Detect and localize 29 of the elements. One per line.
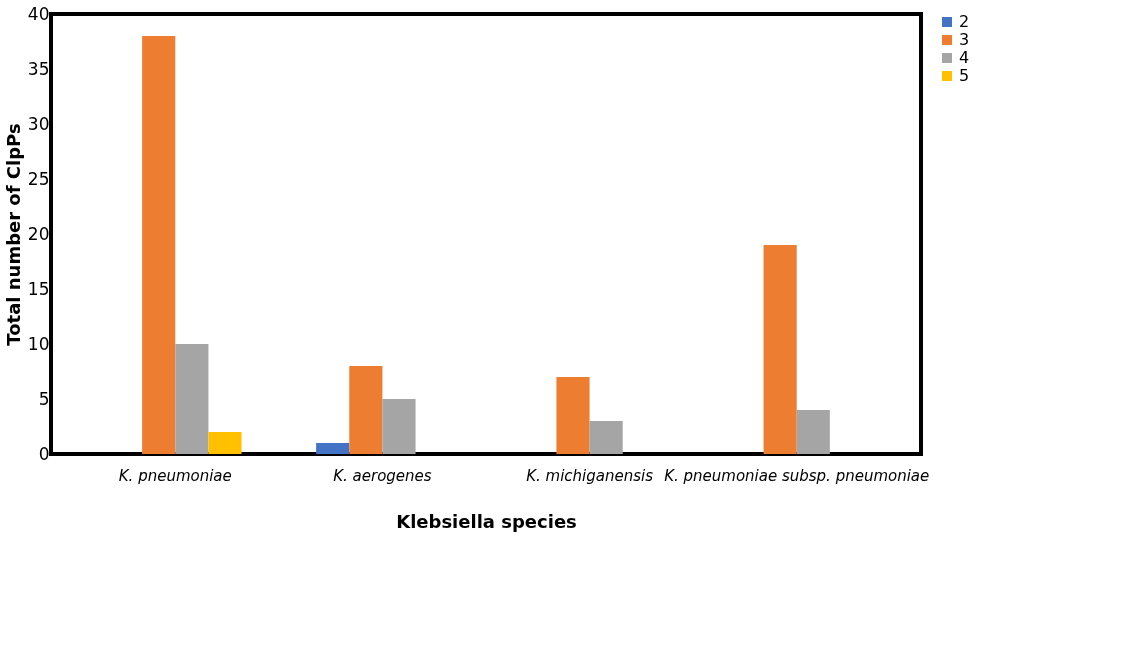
x-tick-label: K. pneumoniae subsp. pneumoniae bbox=[664, 466, 930, 485]
bar bbox=[763, 245, 797, 454]
y-axis-title: Total number of ClpPs bbox=[2, 123, 24, 346]
x-tick-label: K. michiganensis bbox=[526, 466, 654, 485]
bar bbox=[589, 421, 623, 454]
y-tick-label: 15 bbox=[27, 278, 50, 299]
bar bbox=[208, 432, 242, 454]
legend-label: 3 bbox=[959, 30, 970, 49]
legend-label: 5 bbox=[959, 66, 970, 85]
x-tick-label: K. aerogenes bbox=[333, 466, 432, 485]
y-tick-label: 30 bbox=[27, 113, 50, 134]
bar bbox=[382, 399, 416, 454]
y-tick-label: 10 bbox=[27, 333, 50, 354]
y-tick-label: 20 bbox=[27, 223, 50, 244]
bar bbox=[796, 410, 830, 454]
y-tick-label: 5 bbox=[38, 388, 50, 409]
bar bbox=[349, 366, 383, 454]
y-tick-label: 25 bbox=[27, 168, 50, 189]
bar bbox=[556, 377, 590, 454]
bar bbox=[142, 36, 176, 454]
bar bbox=[175, 344, 209, 454]
y-tick-label: 0 bbox=[38, 443, 50, 464]
bar bbox=[316, 443, 350, 454]
legend-label: 4 bbox=[959, 48, 970, 67]
legend-label: 2 bbox=[959, 12, 970, 31]
y-tick-label: 40 bbox=[27, 3, 50, 24]
x-axis-title: Klebsiella species bbox=[396, 510, 577, 532]
y-tick-label: 35 bbox=[27, 58, 50, 79]
x-tick-label: K. pneumoniae bbox=[118, 466, 232, 485]
